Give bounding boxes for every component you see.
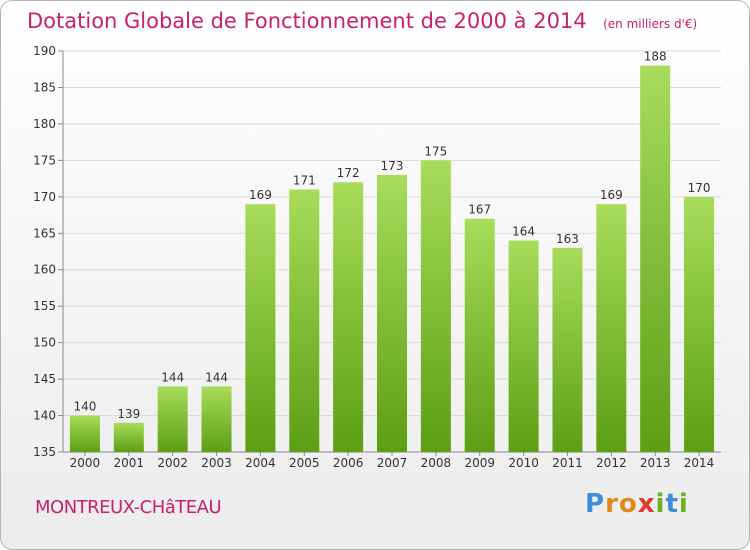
y-tick-label: 190	[33, 44, 56, 58]
bar-2006	[333, 182, 364, 452]
data-label: 167	[468, 203, 491, 217]
x-tick-label: 2013	[640, 456, 671, 470]
title-row: Dotation Globale de Fonctionnement de 20…	[27, 9, 697, 33]
y-tick-label: 160	[33, 263, 56, 277]
bars	[69, 65, 715, 453]
bar-2001	[113, 422, 144, 452]
bar-2008	[420, 160, 451, 452]
bar-2009	[464, 218, 495, 452]
y-tick-label: 175	[33, 153, 56, 167]
x-tick-label: 2000	[70, 456, 101, 470]
data-label: 139	[117, 407, 140, 421]
proxiti-logo[interactable]: Proxiti	[585, 489, 689, 519]
logo-letter: o	[618, 489, 638, 519]
logo-letter: r	[605, 489, 619, 519]
y-tick-label: 145	[33, 372, 56, 386]
logo-letter: t	[665, 489, 679, 519]
chart-title: Dotation Globale de Fonctionnement de 20…	[27, 9, 587, 33]
x-tick-label: 2010	[508, 456, 539, 470]
x-tick-label: 2008	[421, 456, 452, 470]
logo-letter: P	[585, 489, 606, 519]
x-tick-label: 2002	[157, 456, 188, 470]
bar-2013	[640, 65, 671, 452]
y-tick-label: 155	[33, 299, 56, 313]
data-label: 188	[644, 50, 667, 64]
x-tick-label: 2012	[596, 456, 627, 470]
y-tick-label: 180	[33, 117, 56, 131]
x-tick-label: 2009	[464, 456, 495, 470]
commune-name: MONTREUX-CHâTEAU	[35, 497, 222, 518]
x-tick-label: 2003	[201, 456, 232, 470]
x-tick-label: 2014	[684, 456, 715, 470]
logo-letter: i	[655, 489, 666, 519]
y-tick-label: 140	[33, 409, 56, 423]
data-label: 144	[205, 370, 228, 384]
x-tick-label: 2004	[245, 456, 276, 470]
x-tick-label: 2006	[333, 456, 364, 470]
bar-2005	[289, 189, 320, 452]
y-tick-label: 150	[33, 336, 56, 350]
y-tick-label: 185	[33, 80, 56, 94]
data-label: 169	[249, 188, 272, 202]
y-tick-label: 135	[33, 445, 56, 459]
data-label: 144	[161, 370, 184, 384]
bar-2003	[201, 386, 232, 452]
labels: 140 2000 139 2001 144 2002 144 2003 169 2004 171 20…	[70, 50, 715, 470]
data-label: 170	[688, 181, 711, 195]
y-tick-label: 170	[33, 190, 56, 204]
x-tick-label: 2011	[552, 456, 583, 470]
data-label: 169	[600, 188, 623, 202]
bar-2007	[377, 174, 407, 453]
logo-letter: i	[678, 489, 689, 519]
data-label: 164	[512, 225, 535, 239]
data-label: 140	[73, 400, 96, 414]
bar-2014	[684, 196, 715, 452]
bar-2002	[157, 386, 188, 452]
x-tick-label: 2005	[289, 456, 320, 470]
bar-2011	[552, 247, 583, 452]
bar-2012	[596, 204, 627, 452]
chart-unit: (en milliers d'€)	[603, 17, 698, 31]
data-label: 173	[381, 159, 404, 173]
data-label: 172	[337, 166, 360, 180]
data-label: 171	[293, 174, 316, 188]
bar-2010	[508, 240, 539, 452]
data-label: 163	[556, 232, 579, 246]
x-tick-label: 2001	[114, 456, 145, 470]
y-tick-label: 165	[33, 226, 56, 240]
bar-2000	[69, 415, 100, 452]
logo-letter: x	[637, 489, 656, 519]
bar-2004	[245, 204, 276, 452]
data-label: 175	[424, 144, 447, 158]
x-tick-label: 2007	[377, 456, 408, 470]
